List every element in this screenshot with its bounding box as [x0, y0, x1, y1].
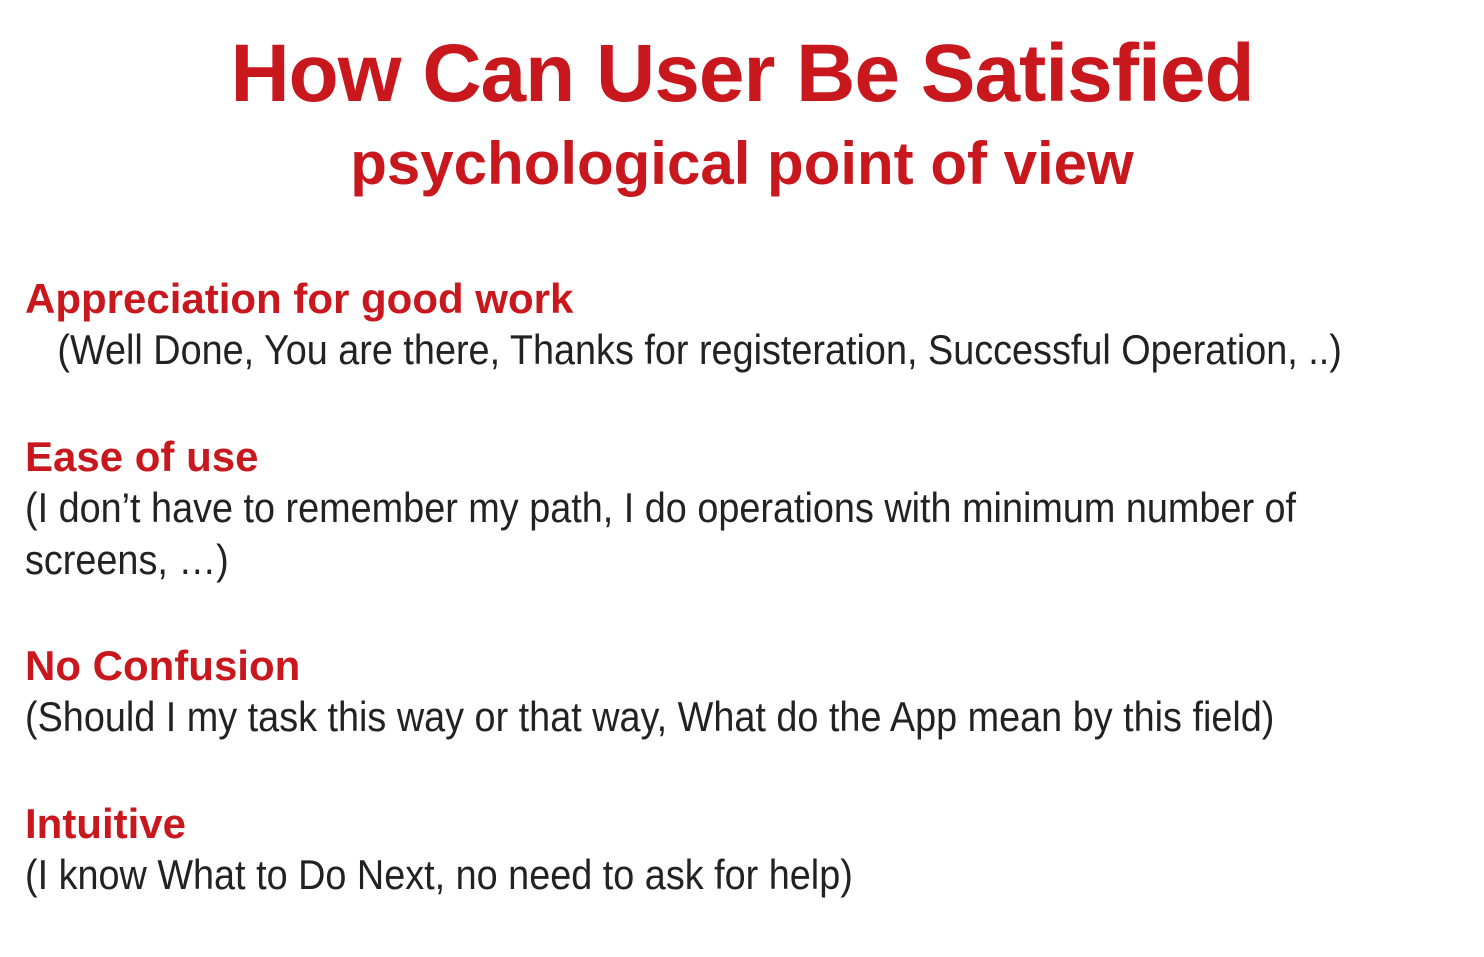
item-description: (I don’t have to remember my path, I do … [25, 484, 1297, 583]
item-heading: No Confusion [25, 642, 301, 689]
slide-subtitle: psychological point of view [350, 130, 1134, 197]
list-item-intuitive: Intuitive (I know What to Do Next, no ne… [25, 799, 1465, 901]
list-item-no-confusion: No Confusion (Should I my task this way … [25, 641, 1465, 743]
slide-title: How Can User Be Satisfied [230, 28, 1254, 119]
item-description: (Well Done, You are there, Thanks for re… [57, 326, 1342, 373]
item-description: (I know What to Do Next, no need to ask … [25, 851, 853, 898]
item-heading: Appreciation for good work [25, 275, 574, 322]
list-item-ease-of-use: Ease of use (I don’t have to remember my… [25, 432, 1465, 586]
list-item-appreciation: Appreciation for good work (Well Done, Y… [25, 274, 1465, 376]
item-description: (Should I my task this way or that way, … [25, 693, 1275, 740]
item-heading: Ease of use [25, 433, 259, 480]
item-heading: Intuitive [25, 800, 187, 847]
